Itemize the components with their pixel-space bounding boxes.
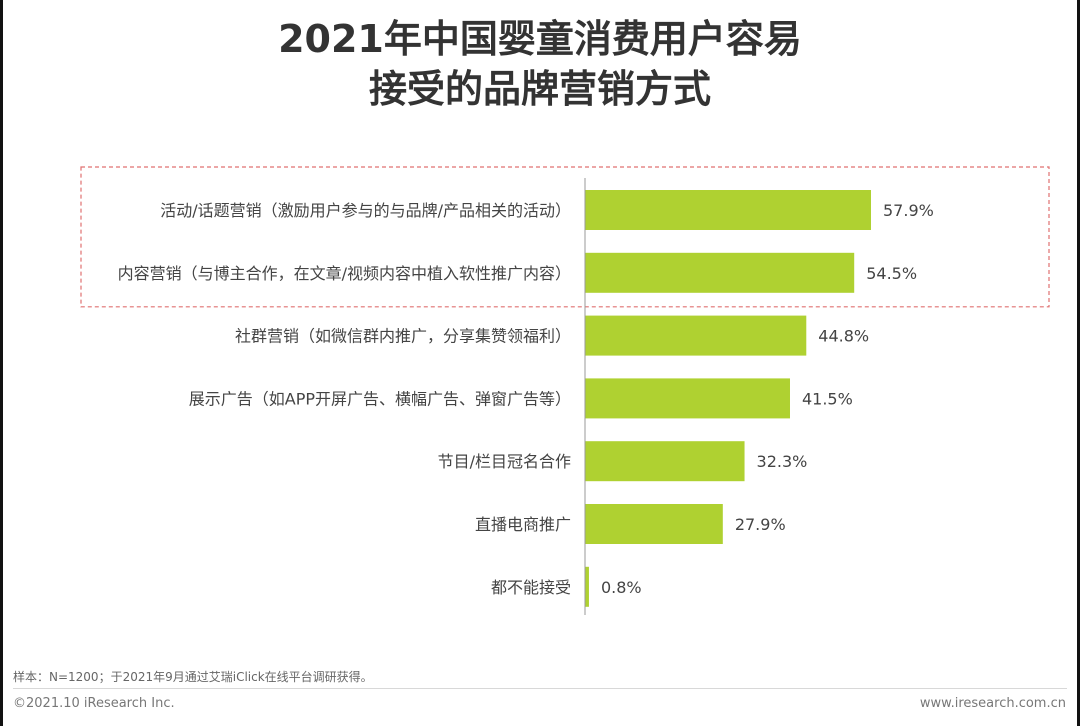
value-label: 54.5% [866,264,917,283]
value-label: 0.8% [601,578,642,597]
chart-title-line-2: 接受的品牌营销方式 [368,67,711,111]
frame-border-left [0,0,3,726]
bar [585,441,745,482]
category-label: 活动/话题营销（激励用户参与的与品牌/产品相关的活动） [160,201,571,220]
bar [585,252,855,293]
highlight-box [80,166,1050,308]
category-label: 直播电商推广 [475,515,571,534]
value-label: 32.3% [757,452,808,471]
footer-divider [13,688,1067,689]
bar [585,378,790,419]
chart-title: 2021年中国婴童消费用户容易 接受的品牌营销方式 [0,14,1080,114]
source-note: 样本：N=1200；于2021年9月通过艾瑞iClick在线平台调研获得。 [13,670,373,684]
bar [585,504,723,544]
value-label: 27.9% [735,515,786,534]
copyright-text: ©2021.10 iResearch Inc. [13,696,175,711]
bar [585,566,589,607]
chart-title-line-1: 2021年中国婴童消费用户容易 [278,17,802,61]
website-text: www.iresearch.com.cn [919,696,1066,711]
category-label: 内容营销（与博主合作，在文章/视频内容中植入软性推广内容） [118,264,571,283]
category-label: 展示广告（如APP开屏广告、横幅广告、弹窗广告等） [189,389,571,408]
category-label: 社群营销（如微信群内推广，分享集赞领福利） [235,327,571,346]
bar [585,190,871,230]
category-label: 节目/栏目冠名合作 [438,452,571,471]
value-label: 44.8% [818,327,869,346]
frame-border-right [1077,0,1080,726]
value-label: 57.9% [883,201,934,220]
bar-chart: 活动/话题营销（激励用户参与的与品牌/产品相关的活动） 57.9% 内容营销（与博主… [80,166,1050,615]
value-label: 41.5% [802,389,853,408]
category-label: 都不能接受 [491,578,571,597]
bar [585,315,807,356]
